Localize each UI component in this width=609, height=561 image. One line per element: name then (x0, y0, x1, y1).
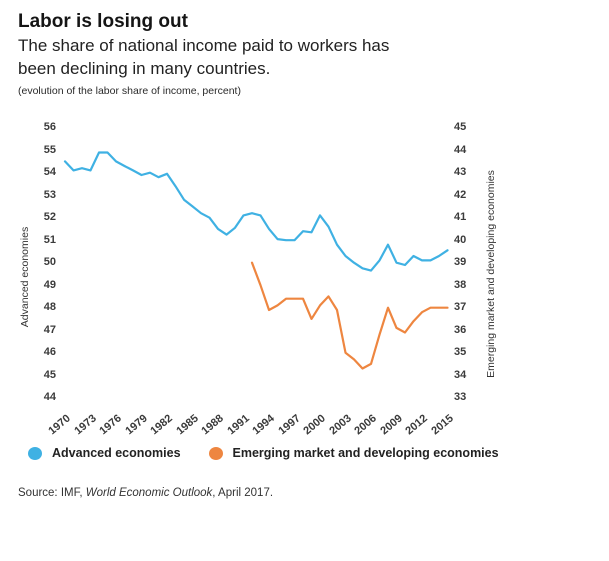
source-publication: World Economic Outlook (85, 487, 213, 499)
left-axis-tick-label: 50 (43, 256, 56, 269)
right-axis-tick-label: 41 (454, 211, 467, 224)
chart-subtitle-line2: been declining in many countries. (18, 59, 271, 78)
left-axis-tick-label: 45 (43, 368, 56, 381)
chart-subtitle: The share of national income paid to wor… (18, 34, 389, 80)
right-axis-tick-label: 43 (454, 166, 467, 179)
legend: Advanced economies Emerging market and d… (28, 446, 527, 460)
right-axis-tick-label: 34 (454, 368, 467, 381)
left-axis-tick-label: 54 (43, 166, 56, 179)
source-prefix: Source: IMF, (18, 487, 86, 499)
right-axis-tick-label: 38 (454, 278, 467, 291)
left-axis-tick-label: 49 (43, 278, 56, 291)
legend-item-emerging: Emerging market and developing economies (208, 446, 499, 460)
left-axis-tick-label: 52 (43, 211, 56, 224)
source-note: Source: IMF, World Economic Outlook, Apr… (18, 487, 273, 499)
advanced-economies-line (63, 151, 449, 272)
legend-label-advanced: Advanced economies (52, 446, 181, 460)
advanced-economies-dot-icon (28, 446, 42, 460)
left-axis-tick-label: 51 (43, 233, 56, 246)
left-axis-tick-label: 46 (43, 346, 56, 359)
right-axis-tick-label: 39 (454, 256, 467, 269)
left-axis-tick-label: 55 (43, 143, 56, 156)
source-suffix: , April 2017. (212, 487, 274, 499)
right-axis-tick-label: 42 (454, 188, 467, 201)
left-axis-tick-label: 48 (43, 301, 56, 314)
chart-units-note: (evolution of the labor share of income,… (18, 85, 241, 97)
right-axis-tick-label: 33 (454, 391, 467, 404)
right-axis-tick-label: 37 (454, 301, 467, 314)
right-axis-tick-label: 44 (454, 143, 467, 156)
right-axis-tick-label: 35 (454, 346, 467, 359)
right-axis-tick-label: 40 (454, 233, 467, 246)
left-axis-tick-label: 53 (43, 188, 56, 201)
legend-label-emerging: Emerging market and developing economies (232, 446, 499, 460)
right-axis-tick-label: 36 (454, 323, 467, 336)
emerging-economies-dot-icon (208, 446, 223, 460)
chart-subtitle-line1: The share of national income paid to wor… (18, 36, 390, 55)
left-axis-tick-label: 47 (43, 323, 56, 336)
left-axis-tick-label: 56 (43, 121, 56, 134)
legend-item-advanced: Advanced economies (28, 446, 181, 460)
left-axis-tick-label: 44 (43, 391, 56, 404)
emerging-economies-line (250, 261, 449, 370)
right-axis-tick-label: 45 (454, 121, 467, 134)
chart-title: Labor is losing out (18, 11, 188, 32)
